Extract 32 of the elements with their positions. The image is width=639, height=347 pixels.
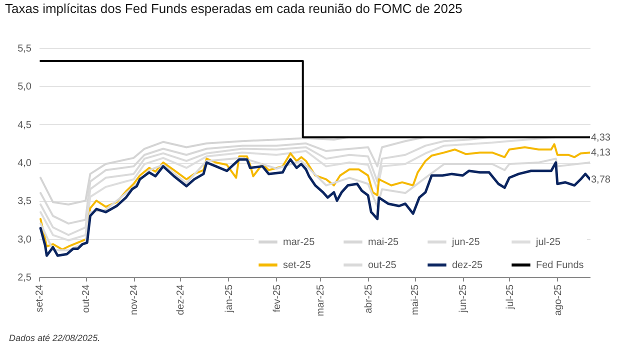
y-tick-label: 4,0: [18, 158, 32, 169]
x-tick-label: dez-24: [176, 284, 187, 316]
x-tick-label: mar-25: [315, 284, 326, 316]
x-tick-label: jan-25: [224, 284, 235, 314]
legend-label: out-25: [368, 260, 397, 271]
legend-label: mai-25: [368, 237, 400, 248]
y-tick-label: 5,5: [18, 44, 32, 54]
legend-label: mar-25: [283, 237, 316, 248]
x-tick-label: mai-25: [410, 284, 422, 316]
legend-label: set-25: [283, 260, 312, 271]
x-tick-label: out-24: [81, 284, 92, 313]
x-tick-label: jul-25: [504, 284, 516, 310]
legend-label: dez-25: [452, 260, 484, 271]
y-tick-label: 4,5: [18, 120, 32, 131]
annotation: 3,78: [591, 174, 611, 186]
x-tick-label: nov-24: [129, 284, 140, 316]
x-tick-label: set-24: [34, 284, 46, 312]
x-tick-label: ago-25: [552, 284, 564, 316]
annotation: 4,33: [591, 132, 611, 144]
legend-label: Fed Funds: [536, 260, 584, 271]
x-tick-label: abr-25: [364, 284, 375, 314]
y-tick-label: 3,0: [18, 234, 32, 246]
annotation: 4,13: [591, 148, 611, 159]
legend-label: jul-25: [535, 237, 561, 248]
x-tick-label: jun-25: [458, 284, 470, 314]
y-tick-label: 2,5: [18, 272, 32, 284]
y-tick-label: 3,5: [18, 196, 32, 208]
legend-label: jun-25: [451, 237, 480, 248]
text: Dados até 22/08/2025.: [9, 333, 100, 343]
x-tick-label: fev-25: [272, 284, 283, 312]
y-tick-label: 5,0: [18, 82, 32, 93]
chart-title: Taxas implícitas dos Fed Funds esperadas em cada reunião do FOMC de 2025: [5, 1, 462, 16]
